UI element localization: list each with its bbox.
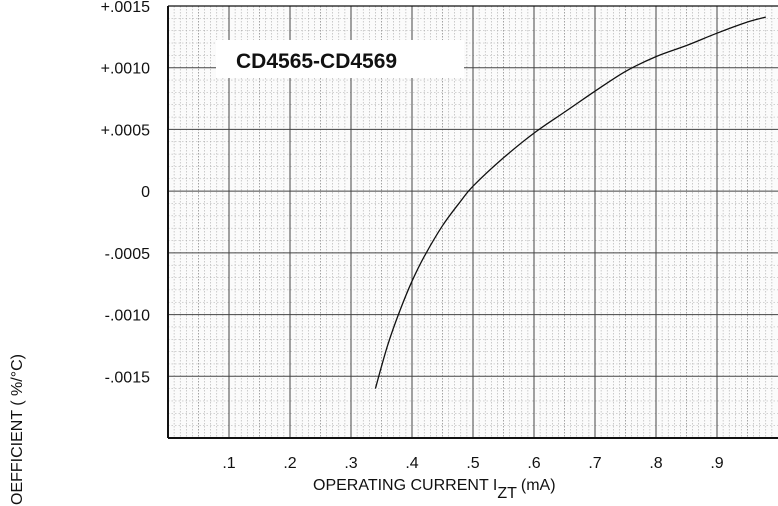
y-tick-label: 0: [141, 184, 150, 201]
x-tick-label: .1: [222, 455, 235, 472]
chart-title-group: CD4565-CD4569: [216, 40, 464, 78]
x-axis-label-main: OPERATING CURRENT I: [313, 477, 497, 494]
y-tick-label: +.0005: [101, 122, 150, 139]
x-tick-label: .4: [405, 455, 418, 472]
x-tick-label: .9: [710, 455, 723, 472]
x-tick-label: .6: [527, 455, 540, 472]
x-axis-label-subscript: ZT: [497, 485, 517, 502]
x-tick-label: .2: [283, 455, 296, 472]
x-tick-label: .3: [344, 455, 357, 472]
x-tick-label: .5: [466, 455, 479, 472]
y-tick-labels: +.0015 +.0010 +.0005 0 -.0005 -.0010 -.0015: [101, 0, 150, 386]
x-axis-label: OPERATING CURRENT IZT (mA): [313, 477, 556, 502]
x-tick-label: .7: [588, 455, 601, 472]
x-axis-label-unit: (mA): [521, 477, 556, 494]
x-tick-label: .8: [649, 455, 662, 472]
y-tick-label: -.0005: [105, 246, 150, 263]
chart-title: CD4565-CD4569: [236, 50, 397, 73]
y-axis-label: OEFFICIENT ( %/°C): [9, 354, 26, 505]
y-tick-label: +.0010: [101, 61, 150, 78]
y-tick-label: -.0015: [105, 369, 150, 386]
x-tick-labels: .1 .2 .3 .4 .5 .6 .7 .8 .9: [222, 455, 723, 472]
y-tick-label: -.0010: [105, 308, 150, 325]
y-tick-label: +.0015: [101, 0, 150, 16]
